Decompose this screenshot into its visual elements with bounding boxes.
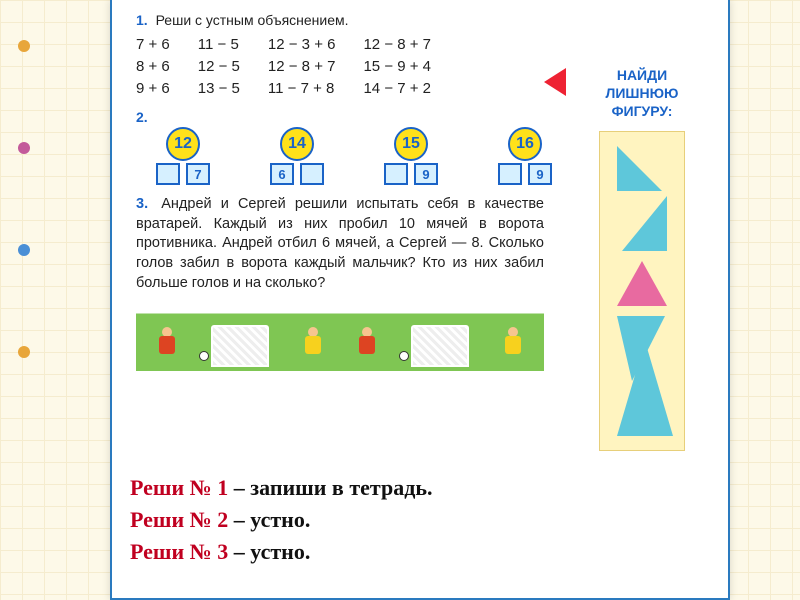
number-group: 16 9 xyxy=(498,127,552,185)
red-arrow-marker xyxy=(544,68,566,96)
math-expression: 12 − 3 + 6 xyxy=(268,34,336,56)
box-left[interactable] xyxy=(156,163,180,185)
box-left[interactable] xyxy=(498,163,522,185)
instruction-label: Реши № 1 xyxy=(130,475,228,500)
box-right[interactable] xyxy=(300,163,324,185)
football-illustration xyxy=(136,299,544,371)
goal xyxy=(411,325,469,367)
circle-number: 15 xyxy=(394,127,428,161)
instruction-line: Реши № 1 – запиши в тетрадь. xyxy=(130,472,432,504)
math-expression: 8 + 6 xyxy=(136,56,170,78)
page-frame: 1. Реши с устным объяснением. 7 + 68 + 6… xyxy=(110,0,730,600)
math-expression: 7 + 6 xyxy=(136,34,170,56)
player-red xyxy=(156,327,178,367)
box-left[interactable] xyxy=(384,163,408,185)
ex1-title: Реши с устным объяснением. xyxy=(156,12,349,28)
player-yellow xyxy=(302,327,324,367)
shapes-svg xyxy=(607,141,677,441)
number-group: 12 7 xyxy=(156,127,210,185)
sidebar-title-line: НАЙДИ xyxy=(562,66,722,84)
ex1-column: 12 − 3 + 612 − 8 + 711 − 7 + 8 xyxy=(268,34,336,99)
sidebar: НАЙДИ ЛИШНЮЮ ФИГУРУ: xyxy=(562,6,722,466)
figure-strip xyxy=(599,131,685,451)
ex3-text: Андрей и Сергей решили испытать себя в к… xyxy=(136,196,544,290)
dot xyxy=(18,244,30,256)
box-right[interactable]: 7 xyxy=(186,163,210,185)
math-expression: 12 − 8 + 7 xyxy=(268,56,336,78)
dot xyxy=(18,40,30,52)
ex3-number: 3. xyxy=(136,196,148,212)
dot xyxy=(18,346,30,358)
sidebar-title-line: ФИГУРУ: xyxy=(562,102,722,120)
exercise-2: 2. 12 7 14 6 15 9 16 9 xyxy=(118,99,558,185)
math-expression: 13 − 5 xyxy=(198,78,240,100)
instruction-line: Реши № 2 – устно. xyxy=(130,504,432,536)
sidebar-title-line: ЛИШНЮЮ xyxy=(562,84,722,102)
spiral-dots xyxy=(18,40,30,448)
ex1-column: 7 + 68 + 69 + 6 xyxy=(136,34,170,99)
player-yellow xyxy=(502,327,524,367)
box-right[interactable]: 9 xyxy=(414,163,438,185)
ex1-column: 12 − 8 + 715 − 9 + 414 − 7 + 2 xyxy=(363,34,431,99)
goal xyxy=(211,325,269,367)
math-expression: 11 − 7 + 8 xyxy=(268,78,336,100)
instruction-label: Реши № 3 xyxy=(130,539,228,564)
math-expression: 14 − 7 + 2 xyxy=(363,78,431,100)
circle-number: 14 xyxy=(280,127,314,161)
math-expression: 12 − 8 + 7 xyxy=(363,34,431,56)
ex1-number: 1. xyxy=(136,12,148,28)
number-group: 15 9 xyxy=(384,127,438,185)
instruction-rest: – запиши в тетрадь. xyxy=(228,475,432,500)
exercise-1: 1. Реши с устным объяснением. 7 + 68 + 6… xyxy=(118,6,558,99)
sidebar-title: НАЙДИ ЛИШНЮЮ ФИГУРУ: xyxy=(562,66,722,121)
box-left[interactable]: 6 xyxy=(270,163,294,185)
instruction-rest: – устно. xyxy=(228,539,310,564)
number-group: 14 6 xyxy=(270,127,324,185)
math-expression: 11 − 5 xyxy=(198,34,240,56)
ex2-number: 2. xyxy=(136,109,148,125)
circle-number: 12 xyxy=(166,127,200,161)
dot xyxy=(18,142,30,154)
instruction-line: Реши № 3 – устно. xyxy=(130,536,432,568)
math-expression: 9 + 6 xyxy=(136,78,170,100)
math-expression: 12 − 5 xyxy=(198,56,240,78)
instructions: Реши № 1 – запиши в тетрадь.Реши № 2 – у… xyxy=(130,472,432,568)
exercise-3: 3. Андрей и Сергей решили испытать себя … xyxy=(118,185,558,371)
circle-number: 16 xyxy=(508,127,542,161)
instruction-rest: – устно. xyxy=(228,507,310,532)
player-red xyxy=(356,327,378,367)
ex1-column: 11 − 512 − 513 − 5 xyxy=(198,34,240,99)
math-expression: 15 − 9 + 4 xyxy=(363,56,431,78)
textbook-area: 1. Реши с устным объяснением. 7 + 68 + 6… xyxy=(118,6,558,466)
instruction-label: Реши № 2 xyxy=(130,507,228,532)
box-right[interactable]: 9 xyxy=(528,163,552,185)
